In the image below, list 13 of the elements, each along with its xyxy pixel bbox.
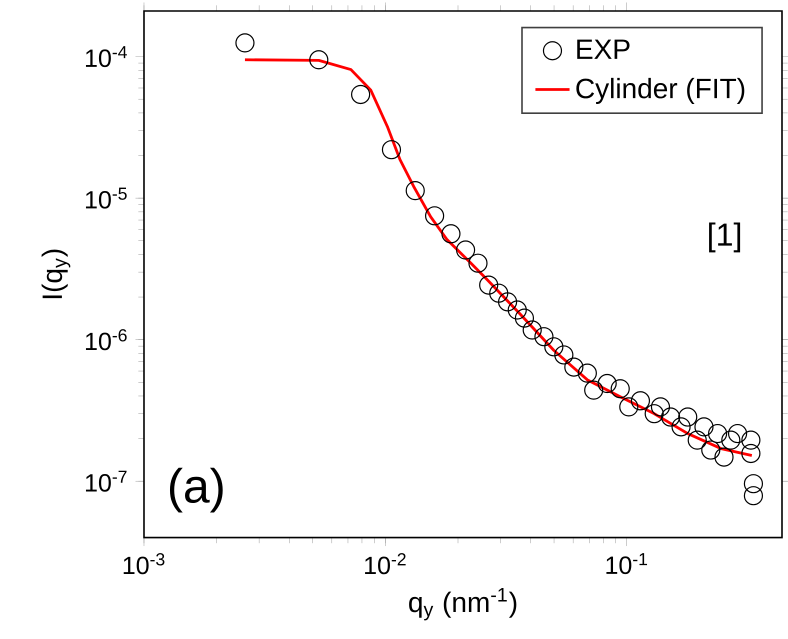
annotation: (a) <box>170 468 223 512</box>
x-tick-label: 10$^{-1}$ <box>606 553 648 574</box>
legend-label: EXP <box>577 40 630 59</box>
y-tick-label: 10$^{-7}$ <box>86 470 127 492</box>
x-tick-label: 10$^{-2}$ <box>365 553 406 574</box>
annotation: [1] <box>709 222 740 252</box>
y-tick-label: 10$^{-5}$ <box>86 188 127 209</box>
y-axis-title: I(q$_{y}$) <box>42 250 70 298</box>
x-tick-label: 10$^{-3}$ <box>124 553 164 574</box>
legend-label: Cylinder (FIT) <box>576 78 744 104</box>
y-tick-label: 10$^{-4}$ <box>86 46 127 68</box>
y-tick-label: 10$^{-6}$ <box>86 329 127 350</box>
x-axis-title: q$_{y}$ (nm$^{-1}$) <box>409 588 516 620</box>
